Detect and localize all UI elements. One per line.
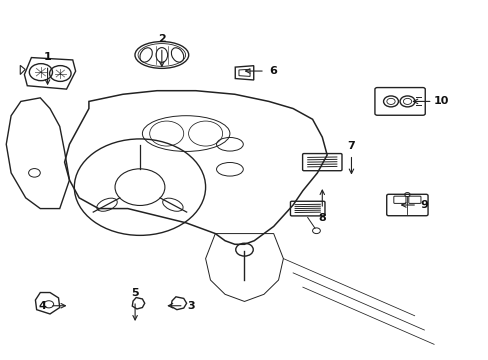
Text: 7: 7 (347, 141, 355, 151)
Text: 2: 2 (158, 34, 165, 44)
Text: 1: 1 (43, 52, 51, 62)
Text: 3: 3 (187, 301, 194, 311)
Text: 9: 9 (420, 200, 427, 210)
Text: 5: 5 (131, 288, 139, 297)
Text: 10: 10 (433, 96, 448, 107)
Text: 6: 6 (269, 66, 277, 76)
Text: 8: 8 (318, 212, 325, 222)
Text: 4: 4 (39, 301, 46, 311)
